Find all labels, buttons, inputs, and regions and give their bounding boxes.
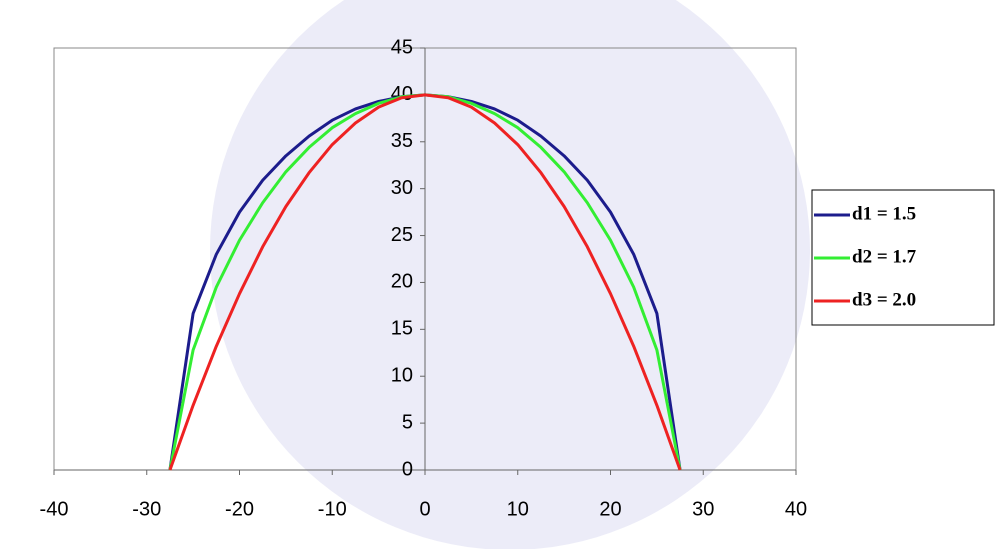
x-tick-label: 10 [507,498,529,520]
x-tick-label: 0 [419,498,430,520]
x-tick-label: 40 [785,498,807,520]
watermark [210,0,810,549]
y-tick-label: 10 [391,365,413,387]
y-tick-label: 15 [391,318,413,340]
y-tick-label: 0 [402,458,413,480]
legend-label: d2 = 1.7 [852,246,917,267]
chart: d1 = 1.5 d2 = 1.7 d3 = 2.0 0 5 10 15 20 25 30 35 4… [0,0,996,549]
x-tick-label: 30 [692,498,714,520]
x-tick-label: -20 [225,498,254,520]
x-tick-label: -30 [132,498,161,520]
legend: d1 = 1.5 d2 = 1.7 d3 = 2.0 [812,190,994,325]
y-tick-label: 30 [391,177,413,199]
x-tick-label: -10 [318,498,347,520]
legend-label: d1 = 1.5 [852,203,916,224]
y-tick-label: 45 [391,36,413,58]
x-tick-label: 20 [599,498,621,520]
y-tick-label: 25 [391,224,413,246]
y-tick-label: 5 [402,411,413,433]
y-tick-label: 20 [391,271,413,293]
x-tick-label: -40 [40,498,69,520]
y-tick-label: 35 [391,130,413,152]
legend-label: d3 = 2.0 [852,289,916,310]
